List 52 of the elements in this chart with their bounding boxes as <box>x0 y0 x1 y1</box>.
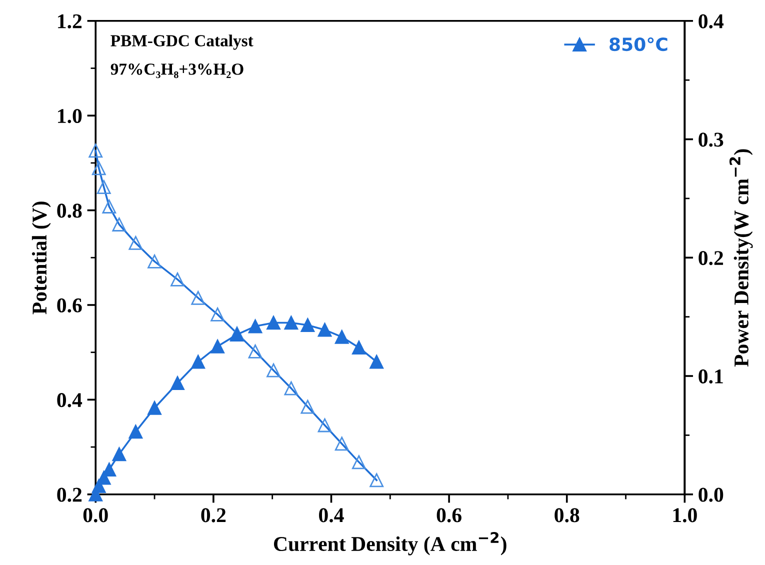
point <box>318 418 332 432</box>
y2-tick-label: 0.3 <box>698 132 724 147</box>
point <box>170 272 184 286</box>
point <box>266 363 280 378</box>
point <box>112 447 126 462</box>
x-tick-label: 0.0 <box>83 508 108 522</box>
y-tick-label: 0.8 <box>57 204 82 218</box>
y-tick-label: 0.4 <box>57 393 82 408</box>
y-tick-label: 1.2 <box>58 14 82 28</box>
point <box>170 376 184 390</box>
y-tick-label: 0.6 <box>57 298 82 313</box>
y-tick-label: 0.2 <box>57 488 82 502</box>
y2-tick-label: 0.2 <box>698 251 724 266</box>
point <box>334 436 349 451</box>
point <box>248 344 262 358</box>
point <box>352 455 366 470</box>
annotation: 97%C₃H₈+3%H₂O <box>110 64 244 78</box>
x-tick-label: 1.0 <box>673 508 697 522</box>
y2-tick-label: 0.1 <box>698 369 723 384</box>
point <box>300 400 315 414</box>
x-tick-label: 0.8 <box>554 508 580 522</box>
point <box>266 316 280 330</box>
y2-axis-title: Power Density(W cm$^{−2}$) <box>729 149 753 367</box>
y2-tick-label: 0.4 <box>698 14 724 28</box>
point <box>248 319 262 334</box>
point <box>300 318 315 332</box>
point <box>191 354 206 369</box>
legend-label: 850°C <box>610 37 668 52</box>
point <box>370 354 384 369</box>
x-tick-label: 0.2 <box>201 508 226 522</box>
point <box>148 401 162 415</box>
point <box>128 236 143 250</box>
point <box>210 339 225 354</box>
point <box>112 218 126 232</box>
point <box>210 308 225 322</box>
y-axis-title: Potential (V) <box>32 202 51 314</box>
point <box>148 254 162 268</box>
point <box>191 290 206 305</box>
y2-tick-label: 0.0 <box>698 488 724 502</box>
x-tick-label: 0.4 <box>319 508 344 522</box>
point <box>284 381 298 396</box>
point <box>284 316 298 330</box>
point <box>352 340 366 355</box>
point <box>102 200 116 214</box>
x-tick-label: 0.6 <box>436 508 462 522</box>
point <box>318 322 332 337</box>
y-tick-label: 1.0 <box>58 108 82 124</box>
point <box>370 473 384 488</box>
x-axis-title: Current Density (A cm$^{−2}$) <box>274 532 506 556</box>
point <box>334 330 349 344</box>
annotation: PBM-GDC Catalyst <box>110 34 254 50</box>
point <box>128 424 143 439</box>
